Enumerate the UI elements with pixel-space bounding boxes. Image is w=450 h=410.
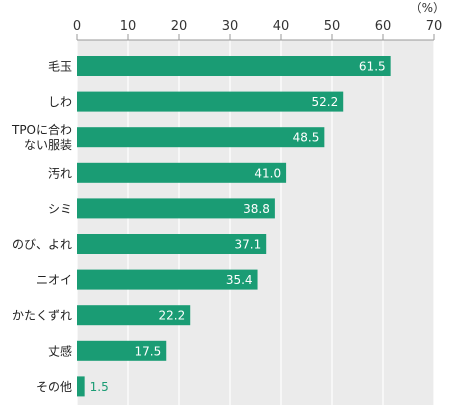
bar: [77, 198, 275, 219]
category-label: しわ: [48, 95, 72, 109]
bar: [77, 127, 325, 148]
bar: [77, 269, 258, 290]
value-label: 41.0: [254, 166, 281, 180]
value-label: 35.4: [226, 273, 253, 287]
x-tick-label: 20: [171, 19, 188, 34]
bars: [77, 56, 391, 397]
value-label: 61.5: [359, 60, 386, 74]
x-tick-label: 60: [375, 19, 392, 34]
value-label: 37.1: [234, 238, 261, 252]
value-label: 17.5: [135, 344, 162, 358]
bar: [77, 340, 167, 361]
category-label: 丈感: [48, 343, 72, 358]
value-label: 38.8: [243, 202, 270, 216]
unit-label: （%）: [410, 1, 445, 15]
bar: [77, 234, 267, 254]
bar: [77, 305, 191, 326]
category-label: 毛玉: [48, 60, 72, 74]
x-tick-label: 30: [222, 19, 239, 34]
value-label: 52.2: [312, 95, 339, 109]
category-label: かたくずれ: [12, 309, 72, 323]
category-label-line: TPOに合わ: [11, 122, 72, 137]
x-tick-label: 0: [73, 19, 81, 34]
bar: [77, 56, 391, 76]
category-label: その他: [36, 380, 72, 394]
x-tick-label: 40: [273, 19, 290, 34]
x-axis-ticks: 0 10 20 30 40 50 60 70: [73, 19, 443, 41]
value-label: 1.5: [90, 380, 109, 394]
category-label: のび、よれ: [12, 238, 72, 252]
value-label: 48.5: [293, 131, 320, 145]
value-label: 22.2: [159, 309, 186, 323]
x-tick-label: 50: [324, 19, 341, 34]
x-tick-label: 10: [120, 19, 137, 34]
category-label: ニオイ: [36, 273, 72, 287]
value-labels: 61.5 52.2 48.5 41.0 38.8 37.1 35.4 22.2 17.5 1.5: [90, 60, 386, 394]
bar: [77, 376, 85, 397]
category-label: 汚れ: [48, 166, 72, 180]
category-label: TPOに合わない服装: [11, 122, 72, 152]
category-label: シミ: [48, 202, 72, 216]
x-tick-label: 70: [426, 19, 443, 34]
bar: [77, 162, 287, 183]
category-label-line: ない服装: [24, 138, 72, 152]
bar: [77, 91, 344, 112]
